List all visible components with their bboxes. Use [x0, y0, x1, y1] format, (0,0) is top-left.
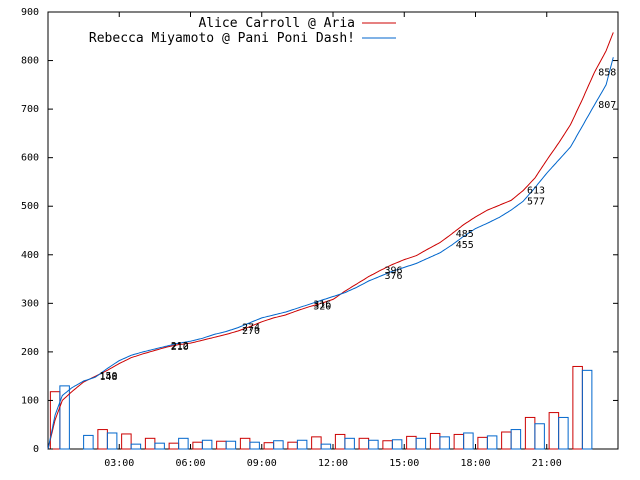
value-annotation: 613: [527, 186, 545, 197]
hourly-bar-0: [263, 442, 275, 450]
x-tick-label: 15:00: [389, 458, 419, 469]
value-annotation: 274: [242, 323, 260, 334]
value-annotation: 455: [456, 240, 474, 251]
y-tick-label: 400: [21, 250, 39, 261]
legend-label-1: Rebecca Miyamoto @ Pani Poni Dash!: [89, 31, 355, 46]
y-tick-label: 900: [21, 7, 39, 18]
y-tick-label: 200: [21, 347, 39, 358]
hourly-bar-1: [558, 416, 569, 450]
hourly-bar-0: [168, 442, 180, 450]
hourly-bars: [49, 365, 593, 450]
hourly-bar-0: [572, 365, 583, 450]
legend: Alice Carroll @ Aria Rebecca Miyamoto @ …: [89, 16, 396, 46]
hourly-bar-1: [510, 429, 522, 450]
hourly-bar-1: [439, 436, 450, 450]
value-annotation: 485: [456, 229, 474, 240]
hourly-bar-1: [415, 437, 427, 450]
x-tick-label: 09:00: [247, 458, 277, 469]
hourly-bar-1: [225, 440, 237, 450]
hourly-bar-1: [581, 369, 593, 450]
hourly-bar-1: [106, 432, 118, 450]
x-axis-ticks: 03:00 06:00 09:00 12:00 15:00 18:00 21:00: [104, 12, 562, 469]
hourly-bar-1: [83, 434, 94, 450]
hourly-bar-0: [287, 441, 298, 450]
legend-label-0: Alice Carroll @ Aria: [198, 16, 355, 31]
value-annotation: 396: [385, 265, 403, 276]
hourly-bar-1: [320, 443, 332, 450]
hourly-bar-1: [178, 437, 189, 450]
value-annotation: 807: [598, 100, 616, 111]
value-annotation: 150: [100, 371, 118, 382]
hourly-bar-0: [358, 437, 370, 450]
x-tick-label: 12:00: [318, 458, 348, 469]
hourly-bar-0: [121, 433, 132, 450]
hourly-bar-0: [501, 431, 512, 450]
cumulative-line-0: [47, 32, 614, 450]
hourly-bar-1: [391, 439, 403, 450]
hourly-bar-0: [429, 432, 441, 450]
value-annotation: 210: [171, 342, 189, 353]
hourly-bar-0: [311, 436, 322, 450]
hourly-bar-1: [201, 439, 213, 450]
value-annotation: 577: [527, 196, 545, 207]
y-tick-label: 300: [21, 298, 39, 309]
hourly-bar-1: [344, 437, 355, 450]
x-tick-label: 21:00: [532, 458, 562, 469]
y-tick-label: 800: [21, 56, 39, 67]
y-tick-label: 100: [21, 395, 39, 406]
hourly-bar-1: [486, 435, 498, 450]
hourly-bar-0: [548, 412, 560, 450]
hourly-bar-1: [154, 442, 165, 450]
hourly-bar-0: [524, 416, 536, 450]
hourly-bar-1: [534, 423, 545, 450]
hourly-bar-1: [368, 439, 379, 450]
hourly-bar-0: [144, 437, 156, 450]
value-annotation: 858: [598, 68, 616, 79]
hourly-bar-0: [382, 440, 393, 450]
y-tick-label: 0: [33, 444, 39, 455]
hourly-bar-0: [239, 437, 251, 450]
x-tick-label: 03:00: [104, 458, 134, 469]
y-tick-label: 500: [21, 201, 39, 212]
cumulative-lines: [47, 32, 614, 450]
hourly-bar-0: [406, 435, 417, 450]
y-tick-label: 700: [21, 104, 39, 115]
hourly-bar-0: [216, 440, 227, 450]
x-tick-label: 18:00: [460, 458, 490, 469]
plot-frame: [47, 11, 619, 450]
value-annotation: 270: [242, 326, 260, 337]
value-annotation: 316: [313, 299, 331, 310]
value-annotation: 148: [100, 372, 118, 383]
hourly-bar-0: [97, 429, 108, 450]
hourly-bar-0: [453, 433, 465, 450]
hourly-bar-0: [477, 436, 488, 450]
hourly-bar-1: [296, 439, 308, 450]
hourly-bar-0: [192, 441, 203, 450]
hourly-bar-0: [334, 433, 346, 450]
y-axis-ticks: 0 100 200 300 400 500 600 700 800 900: [21, 7, 618, 455]
value-annotation: 376: [385, 271, 403, 282]
x-tick-label: 06:00: [175, 458, 205, 469]
cumulative-line-1: [47, 57, 614, 450]
hourly-bar-1: [463, 432, 474, 450]
hourly-bar-1: [130, 443, 142, 450]
hourly-bar-1: [249, 441, 260, 450]
value-annotation: 320: [313, 302, 331, 313]
hourly-bar-1: [59, 385, 70, 450]
hourly-bar-1: [273, 440, 284, 450]
value-annotation: 212: [171, 341, 189, 352]
y-tick-label: 600: [21, 153, 39, 164]
